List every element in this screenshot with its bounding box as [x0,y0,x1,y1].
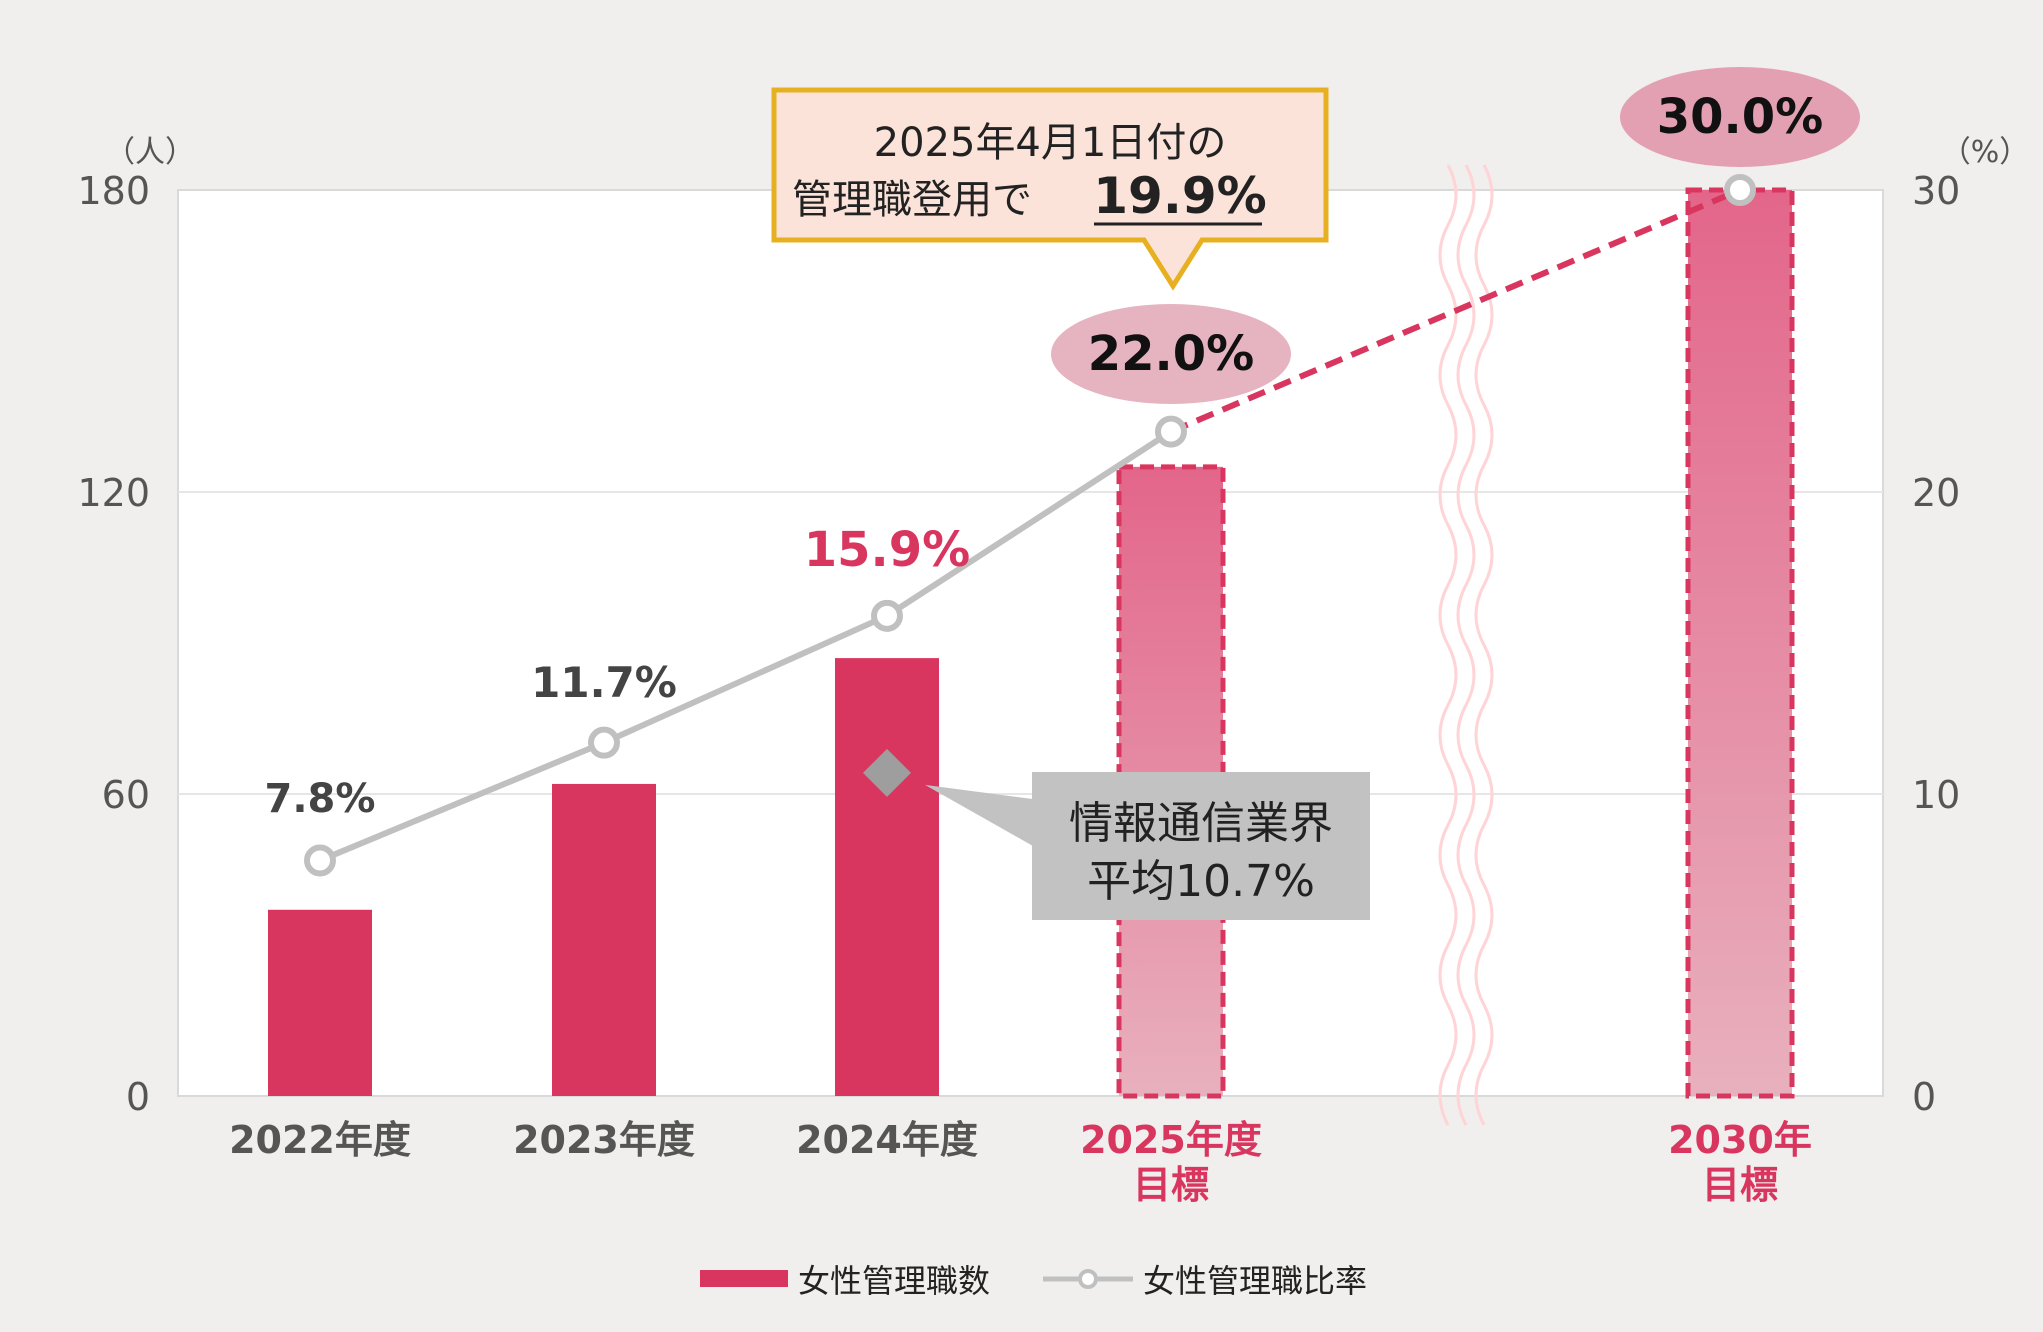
axis-break-wave [1456,164,1476,1126]
legend-line-label: 女性管理職比率 [1143,1262,1367,1300]
bar [552,783,656,1096]
ratio-point [304,844,336,877]
plot-area [177,189,1884,1097]
target-callout-line2-prefix: 管理職登用で [792,177,1032,223]
y-right-tick-label: 0 [1912,1075,1936,1119]
ratio-label-bubble [1051,304,1291,404]
bar [835,658,939,1096]
legend-line-marker [1078,1269,1098,1289]
ratio-data-label: 30.0% [1657,89,1824,145]
ratio-line [318,429,1173,864]
target-callout-value: 19.9% [1093,167,1266,225]
industry-callout-line1: 情報通信業界 [1069,798,1333,849]
y-left-unit: （人） [105,135,195,170]
ratio-point [1724,174,1756,206]
ratio-data-label: 7.8% [265,776,376,822]
ratio-data-label: 15.9% [804,522,971,578]
legend-bar-swatch [700,1270,788,1287]
y-right-tick-label: 20 [1912,471,1960,515]
y-left-tick-label: 0 [126,1075,150,1119]
bar [268,909,372,1096]
x-category-label: 2030年 [1668,1118,1812,1162]
target-callout-box [771,87,1329,291]
ratio-label-bubble [1620,67,1860,167]
y-left-tick-label: 60 [102,773,150,817]
industry-callout-line2: 平均10.7% [1087,856,1315,907]
x-category-label: 2024年度 [796,1118,978,1162]
industry-callout-pointer [925,784,1040,850]
y-right-tick-label: 30 [1912,169,1960,213]
ratio-point [871,599,903,632]
industry-average-marker [863,748,911,797]
x-category-sublabel: 目標 [1702,1163,1778,1207]
y-right-unit: （%） [1941,135,2030,170]
ratio-point [1155,415,1187,448]
ratio-point [588,726,620,759]
axis-break-wave [1438,164,1458,1126]
ratio-projection-line [1169,187,1742,435]
ratio-data-label: 22.0% [1088,326,1255,382]
x-category-sublabel: 目標 [1133,1163,1209,1207]
axis-break-wave [1474,164,1494,1126]
ratio-data-label: 11.7% [531,658,677,707]
y-right-tick-label: 10 [1912,773,1960,817]
x-category-label: 2023年度 [513,1118,695,1162]
y-left-tick-label: 120 [77,471,150,515]
industry-callout-box [1032,772,1370,920]
x-category-label: 2025年度 [1080,1118,1262,1162]
x-category-label: 2022年度 [229,1118,411,1162]
target-bar [1685,187,1795,1099]
y-left-tick-label: 180 [77,169,150,213]
legend-bar-label: 女性管理職数 [798,1262,990,1300]
target-callout-line1: 2025年4月1日付の [874,120,1227,166]
